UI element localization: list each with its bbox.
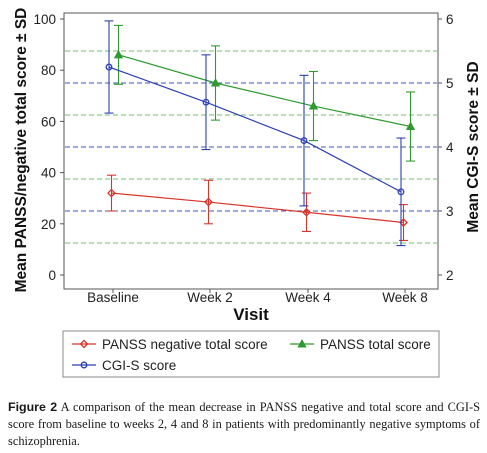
y-left-tick-label: 40	[41, 166, 56, 181]
x-axis-title: Visit	[233, 305, 269, 324]
legend-label: PANSS total score	[320, 337, 431, 352]
legend-frame	[62, 330, 440, 378]
series-2	[104, 20, 406, 247]
legend-swatch-marker	[80, 361, 88, 369]
y-right-tick-label: 5	[446, 76, 454, 91]
axes: 0 20 40 60 80 100 2 3 4 5 6 Baseline Week 2 Week 4 Wee…	[33, 12, 454, 305]
data-point	[113, 49, 124, 59]
y-left-tick-label: 80	[41, 63, 56, 78]
data-point	[397, 188, 405, 196]
figure-caption-text: A comparison of the mean decrease in PAN…	[8, 400, 480, 448]
legend: PANSS negative total score PANSS total sc…	[62, 330, 440, 378]
x-tick-label: Week 4	[285, 290, 331, 305]
y-right-tick-label: 6	[446, 12, 454, 27]
y-axis-left-title: Mean PANSS/negative total score ± SD	[13, 8, 30, 293]
x-tick-label: Week 2	[187, 290, 233, 305]
legend-label: CGI-S score	[102, 358, 176, 373]
y-left-tick-label: 100	[33, 12, 56, 27]
figure-caption: Figure 2 A comparison of the mean decrea…	[8, 399, 480, 450]
data-point	[105, 63, 113, 71]
plot-frame	[63, 12, 439, 290]
legend-swatch-marker	[79, 339, 89, 349]
series-line	[118, 54, 411, 128]
series-1	[113, 24, 416, 162]
y-right-tick-label: 4	[446, 140, 454, 155]
data-series	[104, 20, 416, 247]
x-tick-label: Week 8	[382, 290, 428, 305]
x-tick-label: Baseline	[87, 290, 139, 305]
series-line	[108, 66, 402, 193]
data-point	[107, 188, 116, 198]
series-0	[107, 174, 408, 241]
data-point	[210, 77, 221, 87]
figure-label: Figure 2	[8, 400, 58, 414]
series-line	[111, 192, 404, 224]
y-left-tick-label: 20	[41, 217, 56, 232]
data-point	[204, 197, 213, 207]
legend-label: PANSS negative total score	[102, 337, 268, 352]
data-point	[300, 137, 308, 145]
y-axis-right-title: Mean CGI-S score ± SD	[465, 61, 482, 232]
data-point	[302, 207, 311, 217]
y-left-tick-label: 0	[48, 268, 56, 283]
data-point	[202, 98, 210, 106]
y-left-tick-label: 60	[41, 114, 56, 129]
data-point	[308, 100, 319, 110]
y-right-tick-label: 2	[446, 268, 454, 283]
legend-swatch-marker	[297, 338, 307, 348]
y-right-tick-label: 3	[446, 204, 454, 219]
data-point	[405, 121, 416, 131]
grid-lines	[65, 50, 437, 244]
chart: 0 20 40 60 80 100 2 3 4 5 6 Baseline Week 2 Week 4 Wee…	[13, 8, 482, 378]
